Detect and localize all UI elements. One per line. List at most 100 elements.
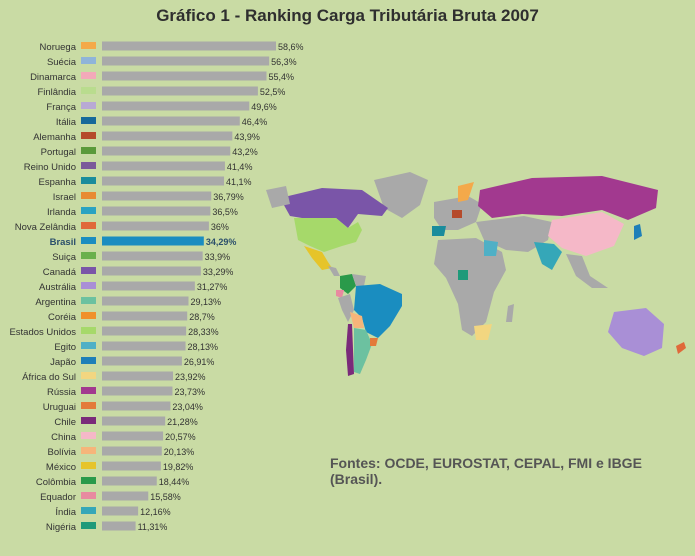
- map-region-África do Sul: [474, 324, 492, 340]
- legend-swatch: [81, 342, 96, 349]
- map-madagascar: [506, 304, 514, 322]
- map-region-Rússia: [478, 176, 658, 220]
- world-map: [266, 172, 686, 376]
- map-region-Japão: [634, 224, 642, 240]
- bar-row: Portugal 43,2%: [41, 146, 258, 158]
- country-label: Portugal: [41, 147, 76, 158]
- bar-row: Espanha 41,1%: [38, 176, 252, 188]
- legend-swatch: [81, 402, 96, 409]
- bar-row: Irlanda 36,5%: [47, 206, 238, 218]
- value-label: 46,4%: [242, 117, 268, 127]
- map-region-Equador: [336, 290, 344, 298]
- country-label: Rússia: [47, 387, 77, 398]
- country-label: Chile: [54, 417, 76, 428]
- map-region-Noruega: [458, 182, 474, 202]
- country-label: Suiça: [52, 252, 76, 263]
- bar-row: Itália 46,4%: [56, 116, 268, 128]
- bar: [102, 341, 186, 351]
- value-label: 49,6%: [251, 102, 277, 112]
- map-region-Bolívia: [350, 312, 364, 328]
- value-label: 15,58%: [150, 492, 181, 502]
- country-label: África do Sul: [22, 372, 76, 383]
- legend-swatch: [81, 252, 96, 259]
- value-label: 55,4%: [268, 72, 294, 82]
- bar: [102, 416, 166, 426]
- bar: [102, 461, 161, 471]
- map-region-Chile: [346, 324, 354, 376]
- value-label: 20,57%: [165, 432, 196, 442]
- value-label: 34,29%: [206, 237, 237, 247]
- bar-row: Suécia 56,3%: [47, 56, 297, 68]
- map-region-Nova Zelândia: [676, 342, 686, 354]
- legend-swatch: [81, 177, 96, 184]
- bar-row: Nigéria 11,31%: [46, 521, 167, 533]
- map-peru: [338, 294, 354, 322]
- country-label: China: [51, 432, 77, 443]
- country-label: Dinamarca: [30, 72, 77, 83]
- country-label: Finlândia: [37, 87, 76, 98]
- bar-row: Brasil 34,29%: [50, 236, 237, 248]
- bar-row: Uruguai 23,04%: [43, 401, 203, 413]
- bar-row: Coréia 28,7%: [48, 311, 215, 323]
- bar: [102, 101, 250, 111]
- bar: [102, 146, 231, 156]
- map-region-Uruguai: [370, 338, 378, 346]
- country-label: Noruega: [40, 42, 77, 53]
- bar: [102, 491, 149, 501]
- country-label: Egito: [54, 342, 76, 353]
- chart-title: Gráfico 1 - Ranking Carga Tributária Bru…: [156, 6, 539, 25]
- map-venezuela: [352, 274, 366, 286]
- bar-row: Alemanha 43,9%: [33, 131, 260, 143]
- value-label: 31,27%: [197, 282, 228, 292]
- legend-swatch: [81, 447, 96, 454]
- legend-swatch: [81, 327, 96, 334]
- bar-chart: Noruega 58,6% Suécia 56,3% Dinamarca 55,4% Fin…: [9, 41, 304, 533]
- bar: [102, 161, 225, 171]
- country-label: Equador: [40, 492, 76, 503]
- bar: [102, 86, 258, 96]
- map-central-america: [328, 266, 340, 276]
- bar: [102, 71, 267, 81]
- country-label: Nigéria: [46, 522, 77, 533]
- legend-swatch: [81, 357, 96, 364]
- value-label: 52,5%: [260, 87, 286, 97]
- country-label: Itália: [56, 117, 77, 128]
- value-label: 33,9%: [205, 252, 231, 262]
- value-label: 28,33%: [188, 327, 219, 337]
- value-label: 33,29%: [203, 267, 234, 277]
- bar: [102, 236, 204, 246]
- bar-row: Noruega 58,6%: [40, 41, 304, 53]
- country-label: Austrália: [39, 282, 77, 293]
- value-label: 36%: [211, 222, 229, 232]
- bar: [102, 401, 171, 411]
- value-label: 12,16%: [140, 507, 171, 517]
- value-label: 56,3%: [271, 57, 297, 67]
- map-region-Nigéria: [458, 270, 468, 280]
- legend-swatch: [81, 372, 96, 379]
- map-southeast-asia: [566, 254, 608, 288]
- bar: [102, 206, 211, 216]
- bar-row: Dinamarca 55,4%: [30, 71, 294, 83]
- bar: [102, 506, 139, 516]
- legend-swatch: [81, 117, 96, 124]
- legend-swatch: [81, 207, 96, 214]
- country-label: Argentina: [35, 297, 76, 308]
- bar-row: Bolívia 20,13%: [47, 446, 194, 458]
- value-label: 21,28%: [167, 417, 198, 427]
- bar-row: Rússia 23,73%: [47, 386, 205, 398]
- legend-swatch: [81, 522, 96, 529]
- value-label: 41,4%: [227, 162, 253, 172]
- map-region-Argentina: [354, 328, 372, 374]
- bar: [102, 251, 203, 261]
- country-label: Uruguai: [43, 402, 76, 413]
- country-label: Alemanha: [33, 132, 76, 143]
- bar-row: Egito 28,13%: [54, 341, 218, 353]
- map-region-Egito: [484, 240, 498, 256]
- bar-row: Finlândia 52,5%: [37, 86, 286, 98]
- bar-row: França 49,6%: [46, 101, 277, 113]
- bar-row: Estados Unidos 28,33%: [9, 326, 219, 338]
- value-label: 43,9%: [234, 132, 260, 142]
- bar-row: África do Sul 23,92%: [22, 371, 206, 383]
- value-label: 36,79%: [213, 192, 244, 202]
- bar-row: Chile 21,28%: [54, 416, 198, 428]
